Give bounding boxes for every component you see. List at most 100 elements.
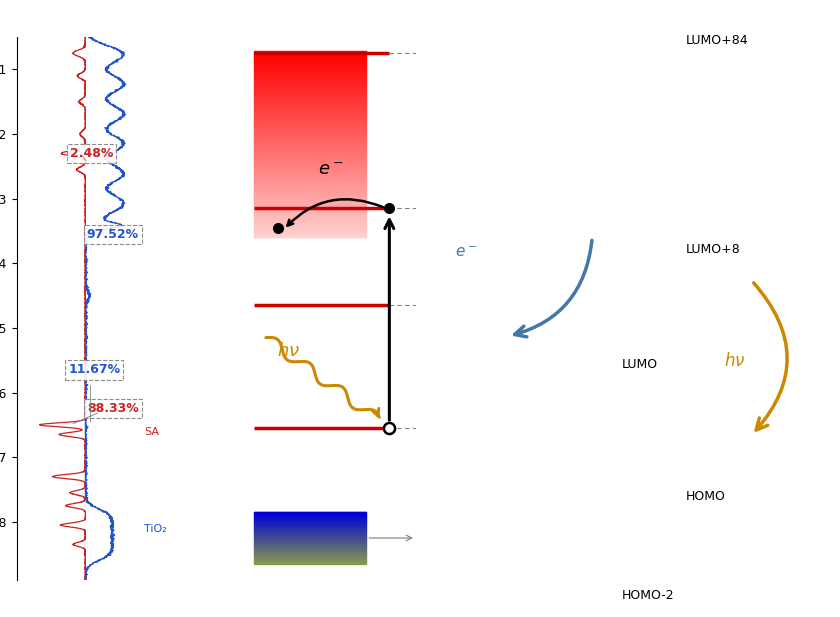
Bar xyxy=(254,112,366,113)
Bar xyxy=(254,96,366,97)
Bar xyxy=(254,140,366,141)
Bar xyxy=(254,181,366,182)
Bar xyxy=(254,202,366,203)
Bar xyxy=(254,182,366,183)
Bar xyxy=(254,210,366,211)
Bar xyxy=(254,113,366,114)
Bar xyxy=(254,161,366,162)
Bar xyxy=(254,104,366,105)
Bar xyxy=(254,224,366,225)
Bar xyxy=(254,233,366,234)
Bar xyxy=(254,111,366,112)
Bar xyxy=(254,230,366,231)
Bar xyxy=(254,80,366,81)
Bar xyxy=(254,174,366,175)
Bar xyxy=(254,125,366,126)
Bar xyxy=(254,139,366,140)
Bar xyxy=(254,192,366,193)
Bar xyxy=(254,87,366,88)
Bar xyxy=(254,189,366,190)
Bar xyxy=(254,166,366,167)
Bar xyxy=(254,145,366,146)
Bar xyxy=(254,60,366,61)
Text: HOMO-2: HOMO-2 xyxy=(622,589,675,602)
Bar xyxy=(254,106,366,107)
Bar xyxy=(254,52,366,53)
Bar xyxy=(254,83,366,84)
Bar xyxy=(254,236,366,237)
Text: 11.67%: 11.67% xyxy=(68,363,120,376)
Bar xyxy=(254,64,366,65)
Bar xyxy=(254,197,366,198)
Text: TiO₂: TiO₂ xyxy=(144,523,167,534)
Bar xyxy=(254,160,366,161)
Bar xyxy=(254,72,366,73)
Text: LUMO: LUMO xyxy=(622,357,658,371)
Bar xyxy=(254,116,366,117)
Bar xyxy=(254,129,366,130)
Bar xyxy=(254,123,366,124)
Bar xyxy=(254,152,366,153)
Text: $h\nu$: $h\nu$ xyxy=(724,352,746,370)
Bar xyxy=(254,120,366,121)
Bar xyxy=(254,62,366,63)
Text: SA: SA xyxy=(144,426,160,437)
Bar xyxy=(254,99,366,100)
Bar xyxy=(254,51,366,52)
Bar xyxy=(254,54,366,55)
Bar xyxy=(254,141,366,142)
Bar xyxy=(254,150,366,151)
Bar xyxy=(254,110,366,111)
Bar xyxy=(254,169,366,170)
Bar xyxy=(254,155,366,156)
Bar xyxy=(254,208,366,209)
Bar xyxy=(254,195,366,196)
Bar xyxy=(254,164,366,165)
Bar xyxy=(254,211,366,212)
Bar xyxy=(254,114,366,115)
Text: 2.48%: 2.48% xyxy=(70,147,113,160)
Bar xyxy=(254,165,366,166)
Bar xyxy=(254,213,366,214)
Bar xyxy=(254,137,366,138)
Bar xyxy=(254,178,366,179)
Bar xyxy=(254,227,366,228)
Bar xyxy=(254,56,366,57)
Bar xyxy=(254,144,366,145)
Bar xyxy=(254,127,366,128)
Bar xyxy=(254,183,366,184)
Bar xyxy=(254,55,366,56)
Bar xyxy=(254,79,366,80)
Bar xyxy=(254,229,366,230)
Bar xyxy=(254,61,366,62)
Bar xyxy=(254,86,366,87)
Bar xyxy=(254,130,366,131)
Text: HOMO: HOMO xyxy=(685,490,725,503)
Bar xyxy=(254,226,366,227)
Bar xyxy=(254,68,366,69)
FancyArrowPatch shape xyxy=(515,240,592,337)
Text: $e^-$: $e^-$ xyxy=(318,160,344,178)
Bar xyxy=(254,214,366,215)
Bar xyxy=(254,91,366,92)
Bar xyxy=(254,128,366,129)
Bar xyxy=(254,222,366,223)
Bar xyxy=(254,221,366,222)
Bar xyxy=(254,187,366,188)
Bar xyxy=(254,235,366,236)
Bar xyxy=(254,53,366,54)
Bar xyxy=(254,143,366,144)
Bar xyxy=(254,75,366,76)
Bar xyxy=(254,78,366,79)
Bar xyxy=(254,59,366,60)
Bar xyxy=(254,154,366,155)
Bar xyxy=(254,97,366,98)
Bar xyxy=(254,168,366,169)
FancyArrowPatch shape xyxy=(753,283,787,430)
Bar xyxy=(254,92,366,93)
Bar xyxy=(254,171,366,172)
Bar xyxy=(254,100,366,101)
Bar xyxy=(254,88,366,89)
Bar xyxy=(254,108,366,109)
Bar xyxy=(254,193,366,194)
